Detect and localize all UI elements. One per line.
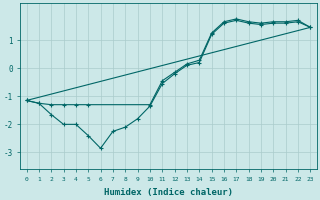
X-axis label: Humidex (Indice chaleur): Humidex (Indice chaleur) [104, 188, 233, 197]
